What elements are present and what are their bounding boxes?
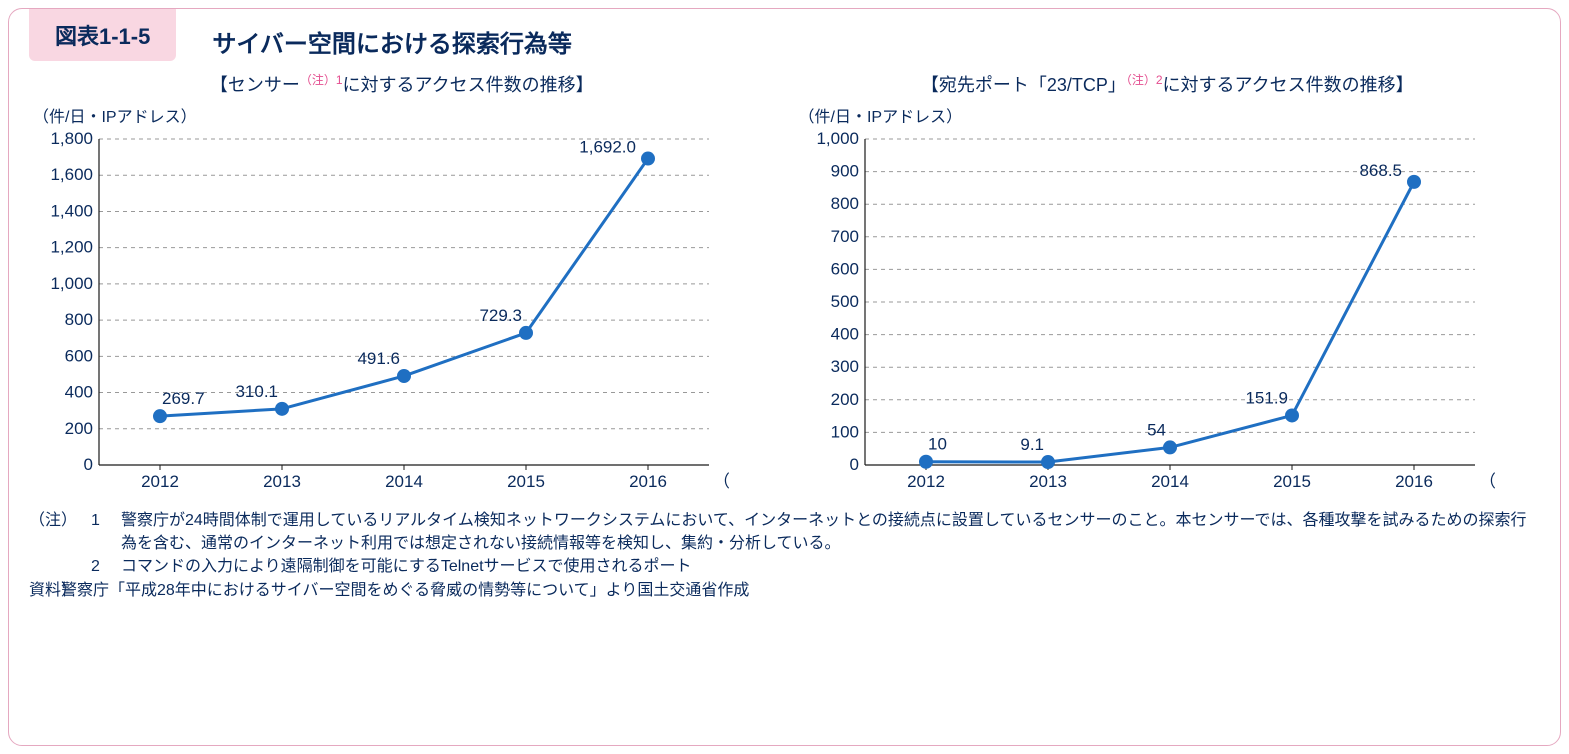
svg-text:（年）: （年） <box>713 472 729 491</box>
notes-label: （注） <box>29 509 91 555</box>
figure-frame: 図表1-1-5 サイバー空間における探索行為等 【センサー（注）1に対するアクセ… <box>8 8 1561 746</box>
svg-text:2015: 2015 <box>507 472 545 491</box>
svg-text:600: 600 <box>830 259 858 278</box>
svg-text:0: 0 <box>849 455 858 474</box>
note-1-num: 1 <box>91 509 121 555</box>
chart-left-svg-wrap: 0 200 400 600 800 1,000 1,200 1,400 1,600 1,800 20… <box>29 129 775 499</box>
svg-text:2016: 2016 <box>1395 472 1433 491</box>
svg-text:0: 0 <box>84 455 93 474</box>
svg-text:1,800: 1,800 <box>50 129 93 148</box>
svg-text:600: 600 <box>65 346 93 365</box>
chart-right-note-ref: （注）2 <box>1126 73 1163 87</box>
svg-text:310.1: 310.1 <box>235 382 278 401</box>
svg-text:500: 500 <box>830 292 858 311</box>
chart-right-svg: 0 100 200 300 400 500 600 700 800 900 1,000 2012 201… <box>795 129 1495 499</box>
note-row-1: （注） 1 警察庁が24時間体制で運用しているリアルタイム検知ネットワークシステ… <box>29 509 1540 555</box>
chart-right-svg-wrap: 0 100 200 300 400 500 600 700 800 900 1,000 2012 201… <box>795 129 1541 499</box>
chart-right-y-unit: （件/日・IPアドレス） <box>799 103 1541 127</box>
note-row-2: 2 コマンドの入力により遠隔制御を可能にするTelnetサービスで使用されるポー… <box>29 555 1540 578</box>
svg-text:729.3: 729.3 <box>479 306 522 325</box>
svg-text:269.7: 269.7 <box>162 389 205 408</box>
svg-text:（年）: （年） <box>1479 472 1495 491</box>
notes-block: （注） 1 警察庁が24時間体制で運用しているリアルタイム検知ネットワークシステ… <box>29 509 1540 602</box>
svg-text:2014: 2014 <box>385 472 423 491</box>
svg-text:1,000: 1,000 <box>50 274 93 293</box>
svg-text:400: 400 <box>65 383 93 402</box>
chart-right-title: 【宛先ポート「23/TCP」（注）2に対するアクセス件数の推移】 <box>795 71 1541 97</box>
svg-text:54: 54 <box>1147 420 1166 439</box>
charts-row: 【センサー（注）1に対するアクセス件数の推移】 （件/日・IPアドレス） 020… <box>29 71 1540 499</box>
note-2-text: コマンドの入力により遠隔制御を可能にするTelnetサービスで使用されるポート <box>121 555 1540 578</box>
figure-number-badge: 図表1-1-5 <box>29 9 176 61</box>
svg-text:2012: 2012 <box>141 472 179 491</box>
svg-text:10: 10 <box>928 435 947 454</box>
svg-text:2016: 2016 <box>629 472 667 491</box>
chart-left-y-unit: （件/日・IPアドレス） <box>33 103 775 127</box>
svg-text:491.6: 491.6 <box>357 349 400 368</box>
svg-text:700: 700 <box>830 227 858 246</box>
svg-text:151.9: 151.9 <box>1245 388 1288 407</box>
svg-text:200: 200 <box>830 390 858 409</box>
svg-text:400: 400 <box>830 325 858 344</box>
svg-text:800: 800 <box>65 310 93 329</box>
chart-right: 【宛先ポート「23/TCP」（注）2に対するアクセス件数の推移】 （件/日・IP… <box>795 71 1541 499</box>
figure-header: 図表1-1-5 サイバー空間における探索行為等 <box>29 21 1540 61</box>
source-text: 警察庁「平成28年中におけるサイバー空間をめぐる脅威の情勢等について」より国土交… <box>61 579 1540 602</box>
svg-text:2012: 2012 <box>907 472 945 491</box>
svg-text:300: 300 <box>830 357 858 376</box>
svg-text:9.1: 9.1 <box>1020 435 1044 454</box>
svg-text:100: 100 <box>830 422 858 441</box>
chart-left-note-ref: （注）1 <box>300 73 343 87</box>
svg-text:2014: 2014 <box>1151 472 1189 491</box>
chart-left-title-pre: 【センサー <box>210 75 300 95</box>
svg-text:1,000: 1,000 <box>816 129 859 148</box>
svg-text:1,400: 1,400 <box>50 201 93 220</box>
svg-text:1,600: 1,600 <box>50 165 93 184</box>
svg-text:900: 900 <box>830 162 858 181</box>
note-2-num: 2 <box>91 555 121 578</box>
figure-title: サイバー空間における探索行為等 <box>212 24 572 59</box>
chart-right-title-pre: 【宛先ポート「23/TCP」 <box>921 75 1126 95</box>
svg-text:800: 800 <box>830 194 858 213</box>
svg-text:2013: 2013 <box>1029 472 1067 491</box>
chart-left: 【センサー（注）1に対するアクセス件数の推移】 （件/日・IPアドレス） 0 20… <box>29 71 775 499</box>
chart-left-svg: 0 200 400 600 800 1,000 1,200 1,400 1,600 1,800 20… <box>29 129 729 499</box>
svg-text:2015: 2015 <box>1273 472 1311 491</box>
chart-right-title-post: に対するアクセス件数の推移】 <box>1163 75 1414 95</box>
chart-left-title-post: に対するアクセス件数の推移】 <box>343 75 594 95</box>
chart-left-title: 【センサー（注）1に対するアクセス件数の推移】 <box>29 71 775 97</box>
svg-text:2013: 2013 <box>263 472 301 491</box>
source-row: 資料） 警察庁「平成28年中におけるサイバー空間をめぐる脅威の情勢等について」よ… <box>29 579 1540 602</box>
svg-text:1,200: 1,200 <box>50 238 93 257</box>
svg-text:1,692.0: 1,692.0 <box>579 138 636 157</box>
svg-text:868.5: 868.5 <box>1359 161 1402 180</box>
note-1-text: 警察庁が24時間体制で運用しているリアルタイム検知ネットワークシステムにおいて、… <box>121 509 1540 555</box>
svg-text:200: 200 <box>65 419 93 438</box>
